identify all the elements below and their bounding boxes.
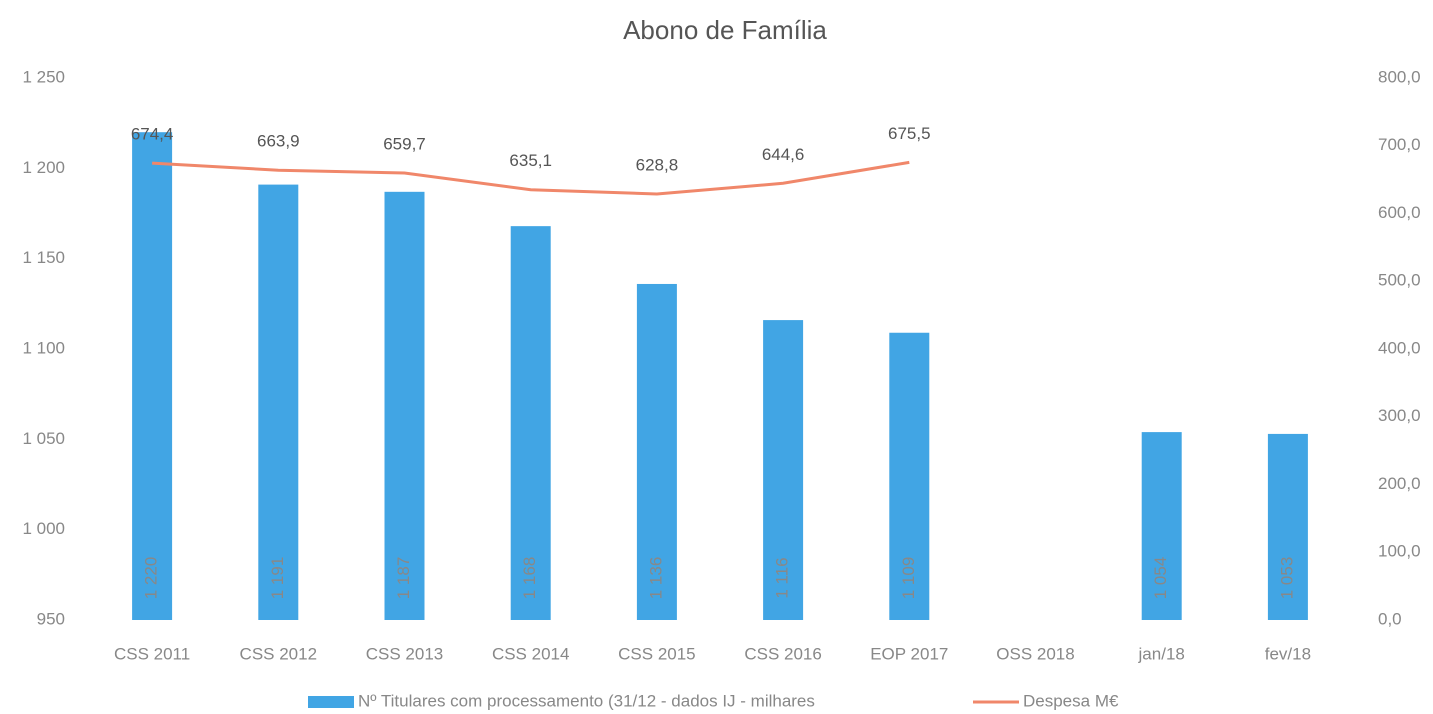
x-tick-label: CSS 2015: [618, 644, 696, 663]
x-tick-label: OSS 2018: [996, 644, 1074, 663]
bar: [510, 226, 551, 620]
y2-tick-label: 100,0: [1378, 542, 1421, 561]
y2-tick-label: 0,0: [1378, 609, 1402, 628]
x-tick-label: CSS 2014: [492, 644, 570, 663]
bar-value-label: 1 220: [142, 557, 161, 600]
y-tick-label: 1 000: [22, 519, 65, 538]
y2-tick-label: 200,0: [1378, 474, 1421, 493]
y2-tick-label: 700,0: [1378, 135, 1421, 154]
y2-tick-label: 400,0: [1378, 338, 1421, 357]
y-tick-label: 1 100: [22, 338, 65, 357]
bar: [889, 332, 930, 620]
chart-title: Abono de Família: [623, 15, 827, 45]
line-value-label: 675,5: [888, 124, 931, 143]
y-tick-label: 1 150: [22, 248, 65, 267]
bar: [763, 320, 804, 620]
line-value-label: 628,8: [636, 155, 679, 174]
bar-value-label: 1 168: [520, 557, 539, 600]
line-value-label: 663,9: [257, 132, 300, 151]
x-tick-label: fev/18: [1265, 644, 1311, 663]
legend-label: Despesa M€: [1023, 691, 1119, 710]
y-tick-label: 1 200: [22, 158, 65, 177]
y-tick-label: 950: [37, 609, 65, 628]
bar-value-label: 1 187: [394, 557, 413, 600]
x-tick-label: CSS 2011: [114, 644, 190, 663]
x-tick-label: CSS 2016: [744, 644, 822, 663]
bar-value-label: 1 191: [268, 557, 287, 600]
y2-tick-label: 500,0: [1378, 271, 1421, 290]
x-tick-label: jan/18: [1138, 644, 1185, 663]
bar: [384, 191, 425, 620]
line-value-label: 659,7: [383, 135, 426, 154]
y2-tick-label: 600,0: [1378, 203, 1421, 222]
bar: [636, 283, 677, 620]
legend-swatch: [308, 696, 354, 708]
line-value-label: 674,4: [131, 125, 174, 144]
bar-value-label: 1 053: [1277, 557, 1296, 600]
bar-value-label: 1 116: [773, 557, 792, 598]
y2-tick-label: 300,0: [1378, 406, 1421, 425]
bar: [1141, 432, 1182, 620]
bar: [258, 184, 299, 621]
y2-tick-label: 800,0: [1378, 67, 1421, 86]
bar: [132, 132, 173, 620]
bar-value-label: 1 109: [899, 557, 918, 600]
y-tick-label: 1 250: [22, 67, 65, 86]
y-tick-label: 1 050: [22, 429, 65, 448]
x-tick-label: CSS 2013: [366, 644, 444, 663]
x-tick-label: CSS 2012: [240, 644, 318, 663]
line-value-label: 635,1: [509, 151, 552, 170]
bar-value-label: 1 054: [1151, 557, 1170, 600]
legend-label: Nº Titulares com processamento (31/12 - …: [358, 691, 815, 710]
line-value-label: 644,6: [762, 145, 805, 164]
line: [152, 160, 910, 196]
bar-value-label: 1 136: [646, 557, 665, 600]
x-tick-label: EOP 2017: [870, 644, 948, 663]
bar: [1267, 433, 1308, 620]
